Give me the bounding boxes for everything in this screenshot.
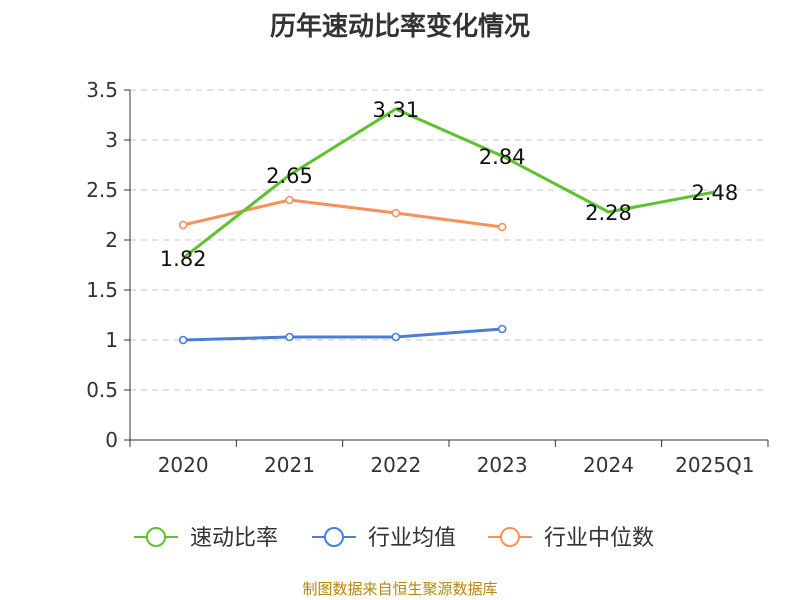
y-tick-label: 1 [105,328,118,352]
x-tick-label: 2020 [158,453,209,477]
data-point [178,335,188,345]
legend-label: 速动比率 [190,526,278,551]
series-layer [178,107,716,345]
data-label: 3.31 [372,98,419,122]
grid-lines [130,89,768,391]
x-tick-label: 2025Q1 [675,453,754,477]
y-tick-label: 2 [105,228,118,252]
x-tick-label: 2021 [264,453,315,477]
data-point [391,332,401,342]
y-tick-label: 1.5 [86,278,118,302]
data-point [285,195,294,205]
data-point [285,332,294,342]
y-tick-label: 3 [105,128,118,152]
legend-marker [500,527,520,547]
y-tick-label: 0.5 [86,378,118,402]
series-line [183,327,503,342]
data-label: 2.84 [479,145,526,169]
x-tick-label: 2022 [370,453,421,477]
series-line [182,198,503,229]
data-label: 2.48 [691,181,738,205]
y-tick-label: 0 [105,428,118,452]
data-point [178,220,188,230]
chart-title: 历年速动比率变化情况 [269,12,530,42]
tick-labels: 0 0.5 1 1.5 2 2.5 3 3.5 2020 2021 2022 2023 2024 2025… [86,78,754,477]
y-tick-label: 2.5 [86,178,118,202]
data-label: 1.82 [160,247,207,271]
data-point [391,208,401,218]
data-label: 2.28 [585,201,632,225]
x-tick-label: 2023 [477,453,528,477]
legend-label: 行业中位数 [544,526,654,551]
data-labels: 1.82 2.65 3.31 2.84 2.28 2.48 [160,98,738,271]
legend-marker [324,527,344,547]
axes [124,89,769,447]
x-tick-label: 2024 [583,453,634,477]
data-label: 2.65 [266,164,313,188]
data-point [497,324,507,334]
legend: 速动比率 行业均值 行业中位数 [134,526,654,551]
legend-marker [146,527,166,547]
source-note: 制图数据来自恒生聚源数据库 [302,580,498,598]
y-tick-label: 3.5 [86,78,118,102]
line-chart: 0 0.5 1 1.5 2 2.5 3 3.5 2020 2021 2022 2023 2024 2025… [86,78,769,477]
series-line [182,107,716,260]
legend-label: 行业均值 [368,526,456,551]
data-point [497,222,507,232]
